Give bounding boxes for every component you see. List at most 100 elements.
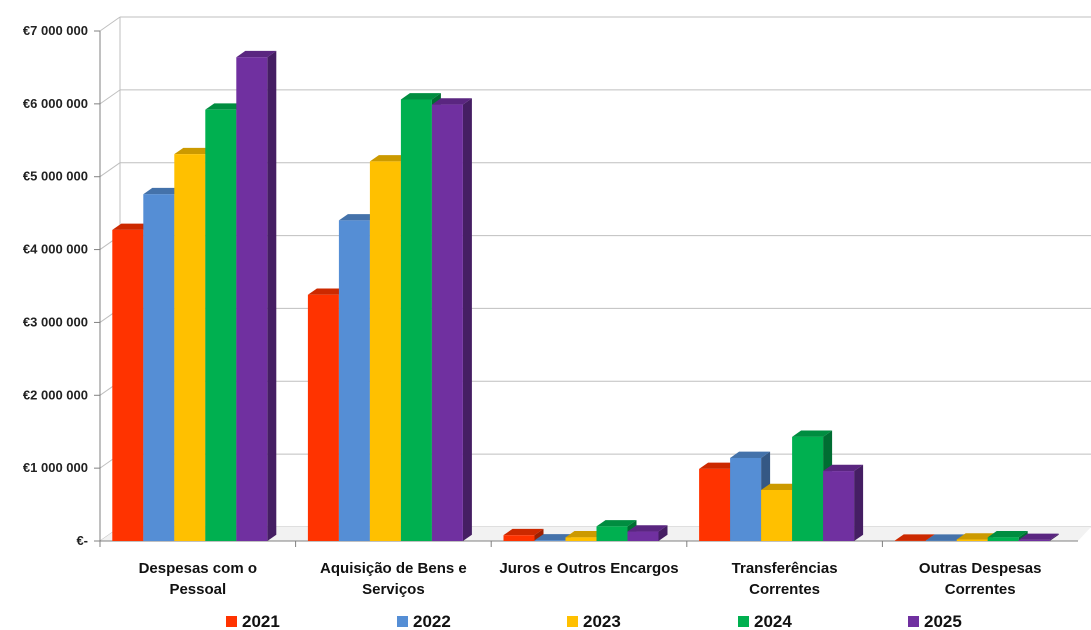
x-category-label: Outras Despesas — [919, 560, 1042, 577]
bar-top-face — [627, 525, 668, 532]
legend-swatch — [226, 616, 237, 627]
legend-item-2022: 2022 — [397, 612, 451, 630]
bar-front-face — [338, 220, 370, 541]
bar-front-face — [792, 436, 824, 541]
bar-2025-category-1 — [236, 50, 277, 542]
legend-label: 2021 — [242, 612, 280, 630]
bar-top-face — [431, 98, 472, 105]
bar-front-face — [112, 229, 144, 541]
bar-side-face — [462, 98, 472, 542]
bar-top-face — [503, 528, 544, 536]
gridline-depth — [99, 89, 121, 105]
bar-top-face — [699, 462, 740, 469]
x-axis-category-labels: Despesas com o Pessoal Aquisição de Bens e… — [139, 560, 1042, 598]
bar-2025-category-4 — [823, 464, 864, 541]
bar-front-face — [174, 154, 206, 541]
bar-front-face — [699, 468, 731, 541]
bar-side-face — [1049, 533, 1059, 541]
x-category-label: Aquisição de Bens e — [320, 560, 467, 577]
y-tick-label: €7 000 000 — [23, 23, 88, 38]
bar-top-face — [307, 288, 348, 295]
legend: 2021 2022 2023 2024 2025 — [226, 612, 962, 630]
y-tick-label: €- — [76, 533, 88, 548]
y-tick-label: €1 000 000 — [23, 460, 88, 475]
bar-top-face — [174, 147, 215, 155]
bar-top-face — [338, 214, 379, 221]
bar-front-face — [761, 490, 793, 541]
bar-top-face — [925, 534, 966, 541]
legend-swatch — [397, 616, 408, 627]
bar-front-face — [956, 539, 988, 541]
bar-top-face — [956, 533, 997, 540]
bar-front-face — [596, 526, 628, 541]
legend-label: 2024 — [754, 612, 792, 630]
legend-label: 2022 — [413, 612, 451, 630]
bar-top-face — [143, 187, 184, 195]
x-category-label: Pessoal — [169, 581, 226, 598]
y-tick-label: €4 000 000 — [23, 242, 88, 257]
bar-front-face — [823, 471, 855, 541]
legend-swatch — [567, 616, 578, 627]
bar-front-face — [627, 531, 659, 541]
legend-swatch — [908, 616, 919, 627]
bar-top-face — [534, 534, 575, 541]
bar-top-face — [823, 464, 864, 472]
bar-side-face — [534, 528, 544, 541]
bar-top-face — [792, 430, 833, 437]
legend-item-2025: 2025 — [908, 612, 962, 630]
legend-label: 2023 — [583, 612, 621, 630]
bar-side-face — [658, 525, 668, 541]
legend-swatch — [738, 616, 749, 627]
bar-2025-category-2 — [431, 98, 472, 542]
bar-front-face — [1018, 539, 1050, 541]
bar-front-face — [534, 540, 566, 541]
bar-front-face — [431, 104, 463, 541]
gridline-depth — [99, 162, 121, 178]
bar-side-face — [854, 464, 864, 541]
bar-top-face — [987, 531, 1028, 538]
y-axis-tick-labels: €- €1 000 000 €2 000 000 €3 000 000 €4 000 0… — [23, 23, 88, 548]
x-category-label: Correntes — [945, 581, 1016, 598]
bar-front-face — [400, 99, 432, 541]
bar-2025-category-5 — [1018, 533, 1059, 541]
legend-item-2021: 2021 — [226, 612, 280, 630]
legend-label: 2025 — [924, 612, 962, 630]
bar-top-face — [894, 534, 935, 541]
bar-top-face — [761, 483, 802, 490]
bar-top-face — [205, 103, 246, 110]
x-category-label: Juros e Outros Encargos — [499, 560, 678, 577]
bar-front-face — [369, 161, 401, 541]
y-tick-label: €5 000 000 — [23, 169, 88, 184]
bar-top-face — [369, 155, 410, 162]
legend-item-2024: 2024 — [738, 612, 792, 630]
x-category-label: Correntes — [749, 581, 820, 598]
bar-front-face — [503, 535, 535, 541]
y-tick-label: €2 000 000 — [23, 387, 88, 402]
bar-front-face — [143, 194, 175, 541]
bar-top-face — [400, 93, 441, 100]
bar-top-face — [730, 451, 771, 458]
bar-2025-category-3 — [627, 525, 668, 541]
bar-front-face — [236, 57, 268, 541]
bar-front-face — [307, 294, 339, 541]
bar-front-face — [730, 457, 762, 541]
bar-front-face — [987, 537, 1019, 541]
y-tick-label: €6 000 000 — [23, 96, 88, 111]
y-tick-label: €3 000 000 — [23, 314, 88, 329]
bar-front-face — [565, 537, 597, 541]
legend-item-2023: 2023 — [567, 612, 621, 630]
bar-side-face — [267, 50, 277, 542]
bar-top-face — [565, 531, 606, 538]
x-category-label: Despesas com o — [139, 560, 257, 577]
x-category-label: Transferências — [732, 560, 838, 577]
bar-2021-category-3 — [503, 528, 544, 541]
bars — [112, 50, 1059, 542]
x-category-label: Serviços — [362, 581, 425, 598]
bar-front-face — [205, 109, 237, 541]
bar-top-face — [1018, 533, 1059, 540]
bar-top-face — [236, 50, 277, 58]
gridline-depth — [99, 16, 121, 32]
bar-top-face — [596, 520, 637, 527]
bar-top-face — [112, 223, 153, 230]
